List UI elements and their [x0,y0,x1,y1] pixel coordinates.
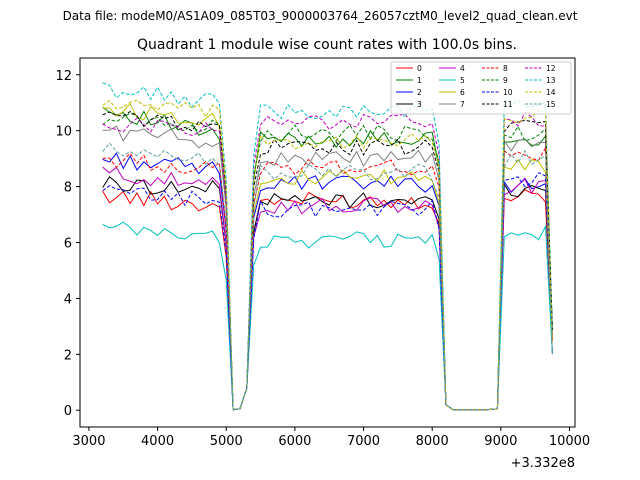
legend-frame [390,61,572,115]
legend-label-15: 15 [546,100,556,109]
x-tick-label: 4000 [141,434,174,449]
legend-label-12: 12 [546,64,556,73]
legend-label-7: 7 [460,100,465,109]
series-line-4 [102,166,553,411]
legend-label-8: 8 [503,64,508,73]
y-tick-label: 10 [55,125,72,140]
legend-label-1: 1 [417,76,422,85]
legend-label-2: 2 [417,88,422,97]
y-tick-label: 2 [64,348,72,363]
chart-suptitle: Data file: modeM0/AS1A09_085T03_90000037… [63,9,578,23]
x-tick-label: 5000 [210,434,243,449]
y-tick-label: 6 [64,237,72,252]
series-line-2 [102,152,553,411]
legend-label-13: 13 [546,76,556,85]
series-line-5 [102,221,553,411]
series-line-15 [102,142,553,411]
x-offset-label: +3.332e8 [511,456,575,471]
series-line-8 [102,146,553,411]
y-axis: 0 2 4 6 8 10 12 [55,69,80,419]
legend-label-4: 4 [460,64,465,73]
legend-label-3: 3 [417,100,422,109]
series-line-7 [102,125,553,411]
legend-label-11: 11 [503,100,513,109]
series-line-12 [102,111,553,411]
y-tick-label: 0 [64,404,72,419]
series-line-9 [102,112,553,411]
x-tick-label: 7000 [347,434,380,449]
series-line-14 [102,99,553,411]
y-tick-label: 4 [64,292,72,307]
legend-label-5: 5 [460,76,465,85]
legend-label-10: 10 [503,88,513,97]
x-axis: 3000 4000 5000 6000 7000 8000 9000 10000 [72,427,590,449]
y-tick-label: 8 [64,181,72,196]
legend-label-0: 0 [417,64,422,73]
series-line-13 [102,82,553,411]
series-line-11 [102,111,553,411]
series-line-0 [102,189,553,411]
legend-label-6: 6 [460,88,465,97]
x-tick-label: 8000 [416,434,449,449]
series-layer [102,82,553,411]
series-line-3 [102,175,553,411]
chart-title: Quadrant 1 module wise count rates with … [137,37,517,53]
legend-label-14: 14 [546,88,556,97]
series-line-6 [102,102,553,411]
x-tick-label: 6000 [278,434,311,449]
x-tick-label: 9000 [484,434,517,449]
x-tick-label: 3000 [72,434,105,449]
y-tick-label: 12 [55,69,72,84]
x-tick-label: 10000 [549,434,590,449]
legend-label-9: 9 [503,76,508,85]
